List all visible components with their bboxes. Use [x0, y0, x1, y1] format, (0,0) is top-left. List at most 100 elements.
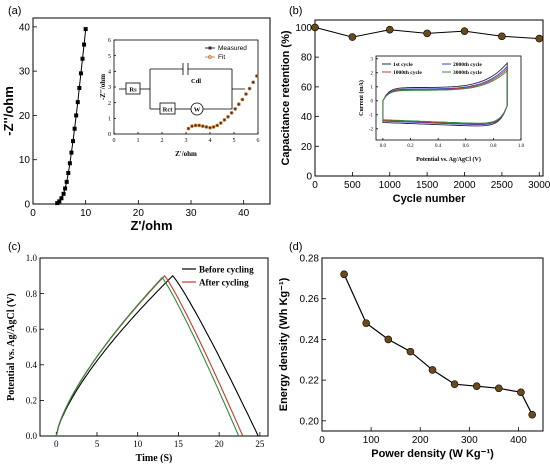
- y-tick-label: 1: [108, 116, 111, 122]
- plot-frame: [39, 257, 269, 437]
- x-tick-label: 5: [95, 439, 100, 449]
- inset-fit-point: [244, 92, 248, 96]
- circuit-label: W: [194, 107, 201, 114]
- y-tick-label: 20: [301, 142, 313, 153]
- x-tick-label: 1: [137, 138, 140, 144]
- nyquist-point: [66, 171, 71, 175]
- inset-measured-point: [190, 124, 194, 128]
- x-tick-label: 3: [185, 138, 188, 144]
- y-axis-label: Energy density (Wh Kg⁻¹): [278, 277, 290, 411]
- inset-fit-point: [233, 107, 238, 111]
- y-tick-label: 0.24: [300, 335, 320, 346]
- panel-label: (c): [8, 241, 21, 253]
- inset-measured-point: [244, 92, 248, 96]
- inset-bg: [376, 56, 521, 140]
- y-tick-label: -1: [369, 114, 374, 119]
- inset-fit-point: [251, 80, 256, 85]
- y-axis-label: Capacitance retention (%): [280, 30, 292, 165]
- x-axis-label: Power density (W Kg⁻¹): [371, 448, 494, 460]
- ragone-point: [362, 319, 371, 327]
- x-tick-label: 6: [257, 138, 260, 144]
- nyquist-point: [83, 27, 88, 32]
- x-tick-label: 200: [412, 435, 429, 446]
- y-tick-label: 2: [371, 72, 374, 77]
- y-tick-label: 0.6: [26, 324, 38, 334]
- x-tick-label: 0.4: [435, 144, 442, 149]
- cv-legend-label: 1000th cycle: [393, 70, 422, 76]
- y-tick-label: 0: [24, 200, 30, 211]
- ragone-point: [340, 270, 348, 279]
- x-tick-label: 5: [233, 138, 236, 144]
- x-tick-label: 2000: [453, 180, 476, 191]
- nyquist-point: [67, 161, 72, 166]
- x-tick-label: 500: [344, 180, 361, 191]
- y-tick-label: 3: [108, 85, 111, 91]
- y-tick-label: 0.4: [26, 360, 38, 370]
- x-axis-label: Z'/ohm: [130, 218, 172, 233]
- panel-label: (b): [289, 5, 302, 17]
- x-tick-label: 1.0: [518, 144, 525, 149]
- inset-measured-point: [201, 124, 205, 128]
- gcd-curve: [55, 276, 240, 437]
- inset-measured-point: [251, 80, 255, 84]
- y-tick-label: 100: [295, 23, 312, 34]
- y-tick-label: 40: [301, 112, 313, 123]
- nyquist-point: [75, 100, 80, 105]
- inset-measured-point: [241, 98, 244, 101]
- y-tick-label: 0.2: [26, 396, 37, 406]
- inset-fit-point: [201, 124, 205, 128]
- inset-measured-point: [197, 123, 201, 127]
- retention-point: [535, 34, 544, 43]
- inset-bg: [114, 40, 258, 134]
- plot-frame: [32, 17, 271, 205]
- y-tick-label: -2: [369, 128, 374, 133]
- x-tick-label: 0: [30, 208, 36, 219]
- nyquist-point: [74, 113, 79, 118]
- x-tick-label: 0.0: [380, 144, 387, 149]
- legend-marker: [208, 55, 212, 59]
- circuit-wire: [203, 69, 245, 110]
- y-tick-label: 10: [19, 155, 31, 166]
- x-tick-label: 30: [185, 208, 197, 219]
- nyquist-point: [57, 199, 62, 204]
- inset-fit-point: [204, 125, 209, 129]
- x-tick-label: 15: [174, 439, 184, 449]
- x-axis-label: Time (S): [136, 453, 173, 464]
- cv-legend-label: 3000th cycle: [453, 70, 482, 76]
- x-axis-label: Cycle number: [393, 193, 466, 205]
- y-tick-label: 1: [371, 86, 374, 91]
- y-tick-label: 0: [371, 100, 374, 105]
- x-tick-label: 20: [215, 439, 225, 449]
- nyquist-line: [56, 29, 87, 204]
- retention-point: [423, 29, 431, 38]
- y-tick-label: 60: [301, 82, 313, 93]
- inset-fit-point: [186, 126, 191, 131]
- x-tick-label: 0: [113, 138, 116, 144]
- ragone-point: [528, 410, 536, 419]
- circuit-rct: [159, 102, 176, 115]
- ragone-point: [494, 384, 503, 393]
- panel-label: (a): [8, 5, 21, 17]
- inset-measured-point: [233, 107, 237, 111]
- ragone-point: [450, 380, 459, 388]
- inset-measured-point: [205, 125, 208, 129]
- x-tick-label: 400: [510, 435, 527, 446]
- y-tick-label: 80: [301, 53, 313, 64]
- legend-label: Measured: [218, 45, 247, 52]
- inset-fit-point: [240, 97, 245, 102]
- inset-fit-point: [208, 125, 212, 130]
- ragone-point: [384, 335, 393, 344]
- x-tick-label: 20: [133, 208, 145, 219]
- retention-point: [385, 25, 394, 34]
- inset-fit-point: [193, 123, 198, 128]
- inset-measured-point: [237, 102, 241, 106]
- y-tick-label: 30: [19, 67, 31, 78]
- y-tick-label: 0.26: [300, 294, 320, 305]
- nyquist-point: [78, 71, 83, 76]
- y-tick-label: 0.0: [26, 431, 38, 441]
- plot-frame: [314, 19, 544, 177]
- retention-point: [311, 23, 319, 32]
- y-tick-label: 2: [108, 101, 111, 107]
- nyquist-point: [80, 56, 85, 61]
